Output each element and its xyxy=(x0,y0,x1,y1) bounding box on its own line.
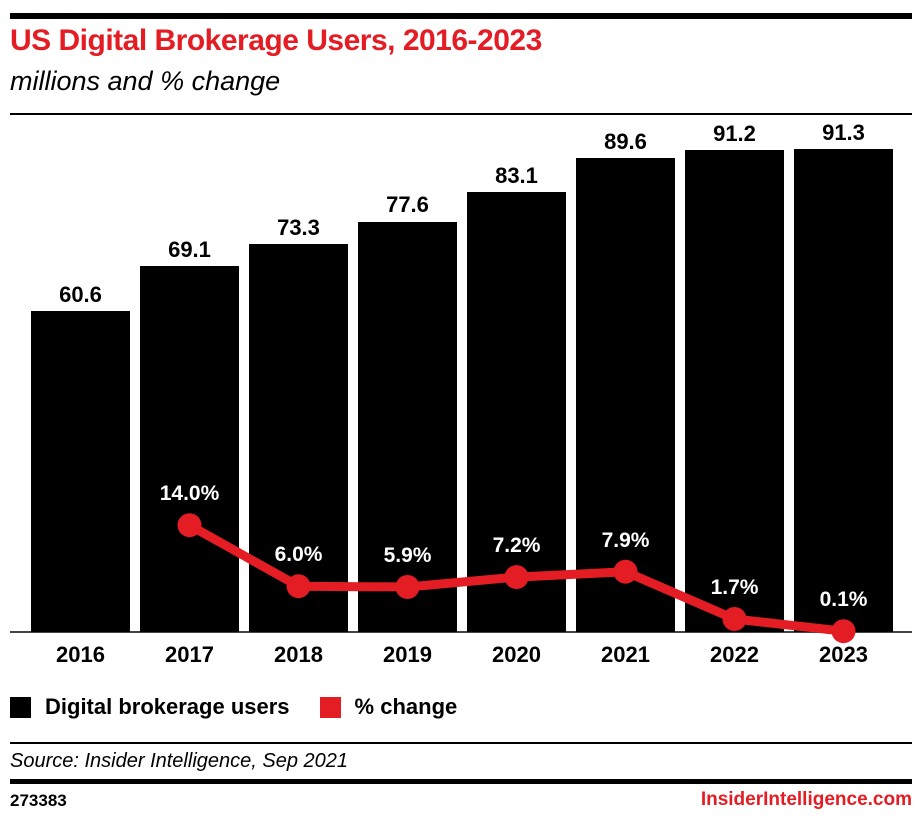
bar-2017 xyxy=(140,266,239,632)
pct-label-2022: 1.7% xyxy=(710,576,759,600)
bar-value-label-2017: 69.1 xyxy=(168,237,211,263)
x-axis-label-2022: 2022 xyxy=(710,642,759,667)
bar-value-label-2023: 91.3 xyxy=(822,120,865,145)
pct-label-2021: 7.9% xyxy=(601,528,650,552)
chart-title: US Digital Brokerage Users, 2016-2023 xyxy=(10,24,542,57)
legend: Digital brokerage users % change xyxy=(10,694,457,720)
bar-value-label-2016: 60.6 xyxy=(59,282,102,308)
bar-2020 xyxy=(467,192,566,632)
pct-label-2018: 6.0% xyxy=(274,543,323,567)
x-axis: 2016 2017 2018 2019 2020 2021 2022 2023 xyxy=(31,642,893,668)
bar-2016 xyxy=(31,311,130,632)
pct-label-2020: 7.2% xyxy=(492,534,541,558)
legend-item-users: Digital brokerage users xyxy=(10,694,290,720)
bar-2023 xyxy=(794,149,893,632)
insider-intelligence-link[interactable]: InsiderIntelligence.com xyxy=(700,789,912,810)
pct-change-legend-label: % change xyxy=(354,694,458,719)
x-axis-label-2021: 2021 xyxy=(601,642,650,667)
bar-2021 xyxy=(576,158,675,632)
bar-2018 xyxy=(249,244,348,632)
chart-id-number: 273383 xyxy=(10,791,67,810)
source-text: Source: Insider Intelligence, Sep 2021 xyxy=(10,750,348,772)
bar-2022 xyxy=(685,149,784,632)
x-axis-label-2016: 2016 xyxy=(56,642,105,667)
plot-area: 60.6 69.1 73.3 77.6 83.1 89.6 91.2 91.3 14.0% 6.0… xyxy=(31,120,893,632)
bar-value-label-2018: 73.3 xyxy=(277,215,320,241)
pct-label-2017: 14.0% xyxy=(159,482,220,506)
x-axis-label-2020: 2020 xyxy=(492,642,541,667)
source-rule xyxy=(10,742,912,744)
bar-2019 xyxy=(358,221,457,632)
pct-label-2023: 0.1% xyxy=(819,588,868,612)
pct-change-legend-swatch xyxy=(319,696,341,718)
x-axis-label-2023: 2023 xyxy=(819,642,868,667)
users-legend-swatch xyxy=(10,696,31,718)
x-axis-label-2019: 2019 xyxy=(383,642,432,667)
legend-item-pct-change: % change xyxy=(319,694,458,720)
x-axis-label-2017: 2017 xyxy=(165,642,214,667)
top-rule xyxy=(10,13,912,19)
footer-rule xyxy=(10,779,912,784)
bar-value-label-2021: 89.6 xyxy=(604,129,647,154)
bar-value-label-2020: 83.1 xyxy=(495,163,538,189)
users-legend-label: Digital brokerage users xyxy=(45,694,290,719)
chart-subtitle: millions and % change xyxy=(10,66,281,96)
bar-value-label-2019: 77.6 xyxy=(386,192,429,218)
pct-label-2019: 5.9% xyxy=(383,543,432,567)
header-rule xyxy=(10,113,912,115)
bar-value-label-2022: 91.2 xyxy=(713,120,756,146)
x-axis-label-2018: 2018 xyxy=(274,642,323,667)
